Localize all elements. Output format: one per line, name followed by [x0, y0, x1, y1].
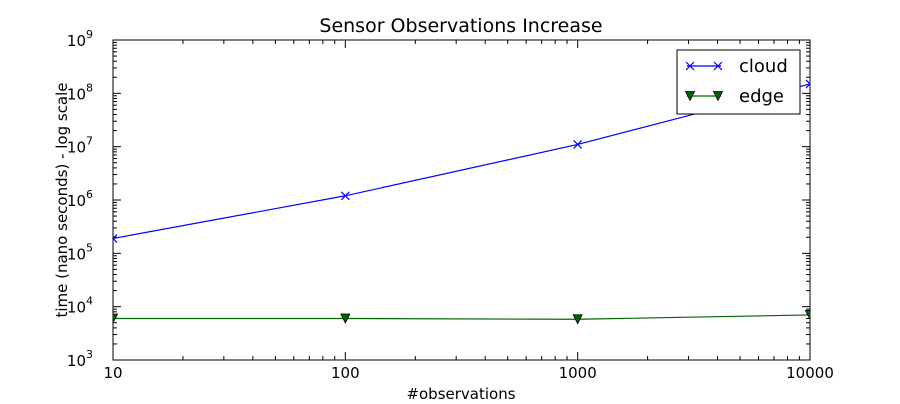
x-tick-label: 1000: [559, 364, 597, 382]
legend-item-cloud: cloud: [685, 56, 788, 77]
y-tick-label: 108: [67, 81, 93, 103]
y-tick-label: 104: [67, 295, 93, 317]
legend-marker-edge: [712, 91, 724, 102]
legend-box: [676, 49, 801, 115]
y-tick-label: 106: [67, 188, 93, 210]
data-point-cloud: [573, 140, 583, 149]
series-edge: [113, 310, 810, 325]
legend-marker-cloud: [713, 61, 723, 71]
data-point-edge: [340, 313, 351, 324]
y-axis-label: time (nano seconds) - log scale: [53, 82, 71, 317]
data-point-cloud: [113, 234, 118, 243]
x-tick-label: 10000: [786, 364, 834, 382]
legend-label-edge: edge: [739, 86, 784, 107]
legend-item-edge: edge: [684, 86, 784, 107]
x-tick-label: 100: [331, 364, 360, 382]
x-tick-label: 10: [103, 364, 122, 382]
legend-marker-cloud: [685, 61, 695, 71]
chart-title: Sensor Observations Increase: [319, 15, 602, 37]
series-line-edge: [113, 314, 810, 320]
y-tick-label: 107: [67, 135, 93, 157]
data-point-edge: [113, 313, 119, 324]
legend-label-cloud: cloud: [739, 56, 788, 77]
data-point-edge: [804, 310, 810, 321]
x-axis: 10 100 1000 10000: [103, 40, 834, 382]
legend: cloud edge: [676, 49, 801, 115]
y-tick-label: 109: [67, 28, 93, 50]
legend-marker-edge: [684, 91, 696, 102]
data-point-edge: [572, 314, 583, 325]
x-axis-label: #observations: [406, 385, 515, 400]
data-point-cloud: [340, 191, 350, 201]
y-tick-label: 103: [67, 348, 93, 370]
y-tick-label: 105: [67, 241, 93, 263]
data-point-cloud: [805, 79, 810, 89]
y-axis: 103 104 105 106 107 108 109: [67, 28, 810, 370]
